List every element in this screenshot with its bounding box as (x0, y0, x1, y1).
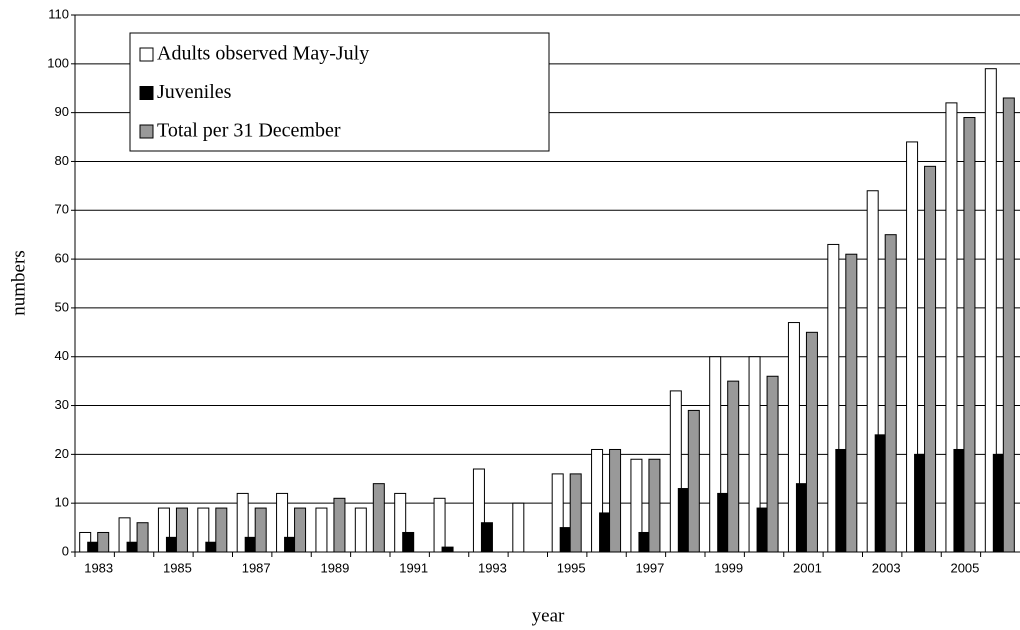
bar (294, 507, 307, 553)
y-tick-label: 50 (55, 299, 69, 314)
bar (87, 541, 100, 553)
x-tick-label: 1989 (320, 560, 349, 575)
legend-label: Adults observed May-July (157, 43, 369, 65)
legend-swatch (139, 47, 154, 62)
bar (244, 536, 257, 553)
y-tick-label: 0 (62, 543, 69, 558)
bar (963, 117, 976, 553)
bar (687, 409, 700, 553)
legend-swatch (139, 86, 154, 100)
bar (599, 512, 612, 553)
x-tick-label: 2005 (950, 560, 979, 575)
bar (559, 527, 572, 553)
bar (441, 546, 454, 553)
x-tick-label: 1983 (84, 560, 113, 575)
y-tick-label: 110 (48, 6, 69, 21)
bar (766, 375, 779, 553)
bar (835, 448, 848, 553)
bar (433, 497, 446, 553)
bar (315, 507, 328, 553)
legend-swatch (139, 124, 154, 139)
bar (175, 507, 188, 553)
bar (97, 531, 110, 553)
legend-box (129, 32, 550, 152)
bar (402, 531, 415, 553)
x-tick-label: 1999 (714, 560, 743, 575)
y-tick-label: 40 (55, 348, 69, 363)
bar (126, 541, 139, 553)
y-tick-label: 60 (55, 251, 69, 266)
bar (372, 483, 385, 553)
bar (354, 507, 367, 553)
bar (677, 488, 690, 553)
y-tick-label: 70 (55, 202, 69, 217)
bar (480, 522, 493, 553)
bar (914, 453, 927, 553)
y-axis-title: numbers (8, 250, 29, 315)
y-tick-label: 20 (55, 446, 69, 461)
bar (254, 507, 267, 553)
bar (648, 458, 661, 553)
bar (165, 536, 178, 553)
y-tick-label: 80 (55, 153, 69, 168)
legend-label: Total per 31 December (157, 120, 341, 142)
bar (756, 507, 769, 553)
bar (136, 522, 149, 553)
bar (1002, 97, 1015, 553)
bar (727, 380, 740, 553)
x-tick-label: 1985 (163, 560, 192, 575)
bar (569, 473, 582, 553)
x-tick-label: 1987 (242, 560, 271, 575)
x-tick-label: 1993 (478, 560, 507, 575)
y-tick-label: 100 (47, 55, 69, 70)
bar (992, 453, 1005, 553)
y-tick-label: 10 (55, 495, 69, 510)
x-tick-label: 1995 (557, 560, 586, 575)
bar (805, 331, 818, 553)
bar (333, 497, 346, 553)
bar (609, 448, 622, 553)
bar (924, 165, 937, 553)
bar (953, 448, 966, 553)
bar (638, 531, 651, 553)
bar (205, 541, 218, 553)
bar (845, 253, 858, 553)
bar (717, 492, 730, 553)
x-tick-label: 1991 (399, 560, 428, 575)
y-tick-label: 30 (55, 397, 69, 412)
bar (284, 536, 297, 553)
x-axis-title: year (532, 605, 565, 626)
x-tick-label: 2003 (872, 560, 901, 575)
bar (795, 483, 808, 553)
x-tick-label: 1997 (635, 560, 664, 575)
x-tick-label: 2001 (793, 560, 822, 575)
bar (215, 507, 228, 553)
bar (512, 502, 525, 553)
legend-label: Juveniles (157, 81, 232, 103)
y-tick-label: 90 (55, 104, 69, 119)
bar (884, 234, 897, 553)
bar (874, 434, 887, 553)
